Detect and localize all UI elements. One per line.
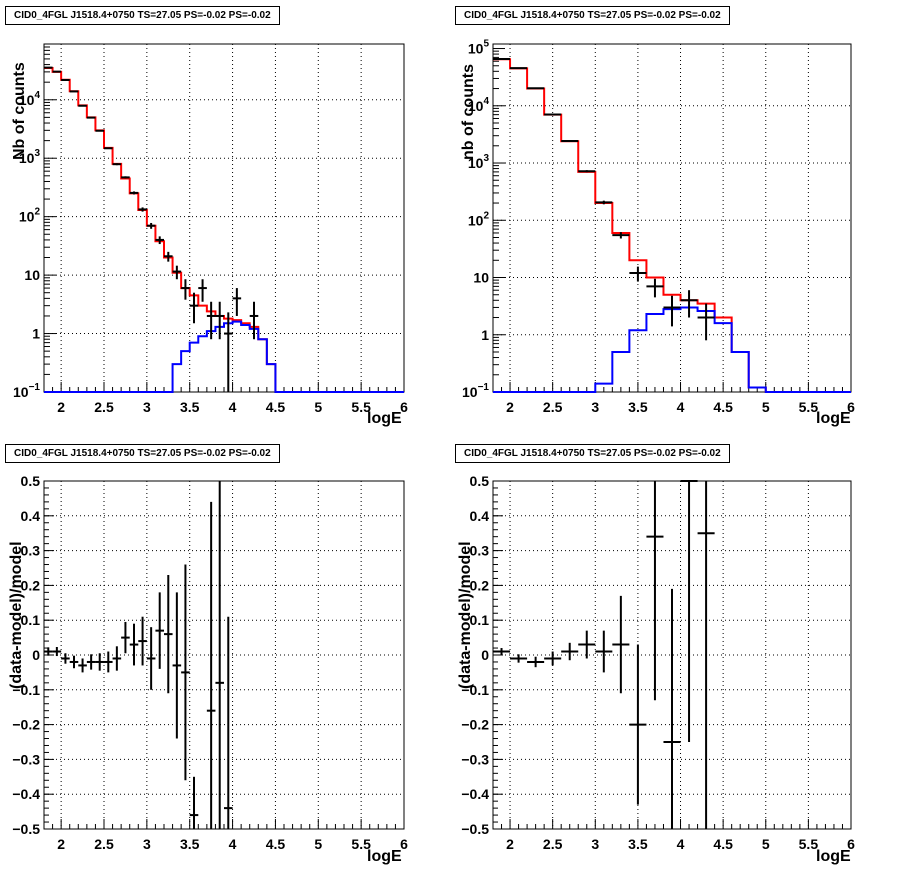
x-tick-label: 4.5 (713, 399, 733, 415)
chart-top-left: 2 2.5 3 3.5 4 4.5 5 5.5 6 10−1 1 10 102 103 104 CID0_4… (0, 0, 449, 437)
y-tick-label: 0.2 (21, 577, 41, 593)
y-tick-label: 102 (19, 207, 41, 225)
x-tick-label: 2.5 (543, 836, 563, 852)
x-tick-label: 6 (400, 836, 408, 852)
y-axis-label: nb of counts (460, 64, 477, 160)
y-tick-label: 0.3 (470, 543, 490, 559)
y-tick-label: 0.3 (21, 543, 41, 559)
x-tick-label: 2.5 (543, 399, 563, 415)
y-tick-label: 102 (468, 210, 490, 228)
x-tick-label: 3.5 (180, 399, 200, 415)
chart-title: CID0_4FGL J1518.4+0750 TS=27.05 PS=-0.02… (455, 6, 730, 25)
x-tick-label: 5.5 (799, 399, 819, 415)
x-tick-label: 5.5 (351, 836, 371, 852)
x-tick-label: 2.5 (94, 836, 114, 852)
x-tick-label: 5.5 (799, 836, 819, 852)
x-tick-label: 4 (677, 399, 685, 415)
y-axis-label: (data-model)/model (8, 541, 25, 689)
x-tick-label: 4 (229, 836, 237, 852)
histogram-series (44, 320, 404, 393)
x-tick-label: 6 (847, 836, 855, 852)
x-tick-label: 3 (591, 399, 599, 415)
y-tick-label: −0.5 (461, 821, 489, 837)
chart-bottom-left-plot: −0.5 −0.4 −0.3 −0.2 −0.1 0 0.1 0.2 0.3 0.4 0.5 2 2.5… (12, 473, 408, 852)
plot-frame (43, 43, 405, 393)
y-tick-label: 0.1 (21, 612, 41, 628)
y-tick-label: −0.4 (12, 786, 40, 802)
x-tick-label: 5 (314, 399, 322, 415)
y-axis-label: Nb of counts (11, 62, 28, 160)
x-axis-label: logE (816, 410, 851, 427)
x-tick-label: 5.5 (351, 399, 371, 415)
x-tick-label: 3 (143, 836, 151, 852)
histogram-series (44, 66, 404, 393)
chart-bottom-right-plot: −0.5 −0.4 −0.3 −0.2 −0.1 0 0.1 0.2 0.3 0.4 0.5 2 2.5… (461, 473, 855, 852)
y-tick-label: −0.3 (12, 751, 40, 767)
x-tick-label: 6 (400, 399, 408, 415)
x-tick-label: 5 (762, 399, 770, 415)
y-tick-label: 1 (481, 327, 489, 343)
y-tick-label: 10 (473, 270, 489, 286)
chart-top-right: 2 2.5 3 3.5 4 4.5 5 5.5 6 10−1 1 10 102 103 104 105 CID… (449, 0, 898, 437)
chart-title: CID0_4FGL J1518.4+0750 TS=27.05 PS=-0.02… (455, 444, 730, 463)
y-tick-label: 0 (481, 647, 489, 663)
x-axis-label: logE (816, 848, 851, 865)
y-tick-label: 10−1 (462, 382, 489, 400)
y-tick-label: 0.1 (470, 612, 490, 628)
chart-bottom-right: −0.5 −0.4 −0.3 −0.2 −0.1 0 0.1 0.2 0.3 0.4 0.5 2 2.5… (449, 437, 898, 875)
x-tick-label: 3 (591, 836, 599, 852)
x-tick-label: 4.5 (266, 836, 286, 852)
y-tick-label: 0.5 (21, 473, 41, 489)
histogram-series (493, 306, 851, 393)
x-tick-label: 4 (229, 399, 237, 415)
y-tick-label: 10−1 (13, 382, 40, 400)
x-tick-label: 2.5 (94, 399, 114, 415)
x-tick-label: 2 (57, 836, 65, 852)
y-tick-label: −0.4 (461, 786, 489, 802)
x-tick-label: 4.5 (266, 399, 286, 415)
x-tick-label: 4.5 (713, 836, 733, 852)
x-tick-label: 2 (57, 399, 65, 415)
y-tick-label: 0.5 (470, 473, 490, 489)
y-tick-label: −0.1 (12, 682, 40, 698)
x-axis-label: logE (367, 410, 402, 427)
y-tick-label: 105 (468, 39, 490, 57)
y-tick-label: −0.5 (12, 821, 40, 837)
y-axis-label: (data-model)/model (457, 541, 474, 689)
x-axis-label: logE (367, 848, 402, 865)
x-tick-label: 2 (506, 836, 514, 852)
x-tick-label: 4 (677, 836, 685, 852)
y-tick-label: −0.2 (461, 717, 489, 733)
x-tick-label: 5 (314, 836, 322, 852)
y-tick-label: −0.1 (461, 682, 489, 698)
x-tick-label: 3 (143, 399, 151, 415)
histogram-series (493, 58, 851, 393)
y-tick-label: 10 (24, 267, 40, 283)
y-tick-label: 0.4 (21, 508, 41, 524)
x-tick-label: 2 (506, 399, 514, 415)
y-tick-label: 0.4 (470, 508, 490, 524)
plot-frame (492, 43, 852, 393)
y-tick-label: 1 (32, 326, 40, 342)
y-tick-label: 0 (32, 647, 40, 663)
x-tick-label: 5 (762, 836, 770, 852)
chart-bottom-left: −0.5 −0.4 −0.3 −0.2 −0.1 0 0.1 0.2 0.3 0.4 0.5 2 2.5… (0, 437, 449, 875)
x-tick-label: 6 (847, 399, 855, 415)
y-tick-label: −0.2 (12, 717, 40, 733)
y-tick-label: −0.3 (461, 751, 489, 767)
x-tick-label: 3.5 (180, 836, 200, 852)
chart-title: CID0_4FGL J1518.4+0750 TS=27.05 PS=-0.02… (5, 444, 280, 463)
y-tick-label: 0.2 (470, 577, 490, 593)
x-tick-label: 3.5 (628, 836, 648, 852)
chart-title: CID0_4FGL J1518.4+0750 TS=27.05 PS=-0.02… (5, 6, 280, 25)
x-tick-label: 3.5 (628, 399, 648, 415)
